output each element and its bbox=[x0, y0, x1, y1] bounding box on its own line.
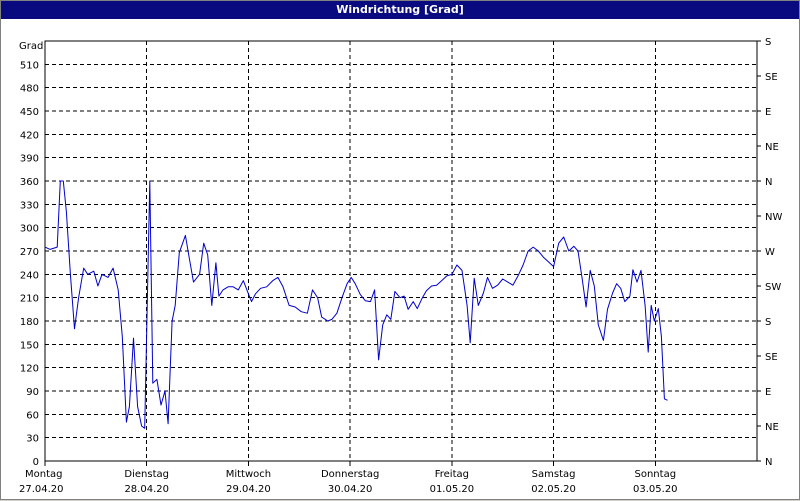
x-tick-day: Samstag bbox=[532, 469, 576, 480]
x-axis: Montag 27.04.20 Dienstag 28.04.20 Mittwoch 29… bbox=[19, 461, 678, 495]
x-tick-date: 02.05.20 bbox=[531, 484, 576, 495]
y-tick-label: 270 bbox=[20, 247, 39, 258]
right-tick-label: E bbox=[765, 107, 771, 118]
y-tick-label: 30 bbox=[26, 434, 39, 445]
y-axis-left: 0 30 60 90 120 150 180 210 240 270 300 330 360 390 420… bbox=[19, 41, 43, 468]
y-tick-label: 450 bbox=[20, 107, 39, 118]
y-tick-label: 330 bbox=[20, 200, 39, 211]
x-tick-date: 03.05.20 bbox=[633, 484, 678, 495]
x-tick-date: 27.04.20 bbox=[19, 484, 64, 495]
right-tick-label: NE bbox=[765, 422, 779, 433]
right-tick-label: NE bbox=[765, 142, 779, 153]
right-tick-label: S bbox=[765, 37, 771, 48]
y-tick-label: 300 bbox=[20, 224, 39, 235]
right-tick-label: S bbox=[765, 317, 771, 328]
right-tick-label: N bbox=[765, 177, 772, 188]
right-tick-label: W bbox=[765, 247, 775, 258]
right-tick-label: SW bbox=[765, 282, 781, 293]
y-axis-unit: Grad bbox=[19, 41, 43, 52]
y-tick-label: 90 bbox=[26, 387, 39, 398]
y-tick-label: 240 bbox=[20, 270, 39, 281]
x-tick-day: Dienstag bbox=[124, 469, 169, 480]
series-line-windrichtung bbox=[44, 180, 668, 429]
y-axis-right: N NE E SE S SW W NW N NE E SE S bbox=[757, 37, 782, 468]
x-tick-day: Mittwoch bbox=[226, 469, 271, 480]
y-tick-label: 150 bbox=[20, 340, 39, 351]
x-tick-date: 30.04.20 bbox=[328, 484, 373, 495]
y-tick-label: 120 bbox=[20, 364, 39, 375]
x-tick-day: Sonntag bbox=[635, 469, 677, 480]
right-tick-label: NW bbox=[765, 212, 782, 223]
y-tick-label: 0 bbox=[33, 457, 39, 468]
x-tick-day: Freitag bbox=[435, 469, 469, 480]
x-tick-day: Donnerstag bbox=[321, 469, 379, 480]
right-tick-label: SE bbox=[765, 352, 778, 363]
series-layer bbox=[44, 180, 668, 429]
window-title: Windrichtung [Grad] bbox=[1, 1, 799, 19]
x-tick-day: Montag bbox=[25, 469, 62, 480]
y-tick-label: 180 bbox=[20, 317, 39, 328]
right-tick-label: N bbox=[765, 457, 772, 468]
grid bbox=[45, 41, 757, 461]
y-tick-label: 510 bbox=[20, 60, 39, 71]
y-tick-label: 360 bbox=[20, 177, 39, 188]
y-tick-label: 210 bbox=[20, 294, 39, 305]
right-tick-label: SE bbox=[765, 72, 778, 83]
x-tick-date: 28.04.20 bbox=[124, 484, 169, 495]
right-tick-label: E bbox=[765, 387, 771, 398]
y-tick-label: 480 bbox=[20, 84, 39, 95]
y-tick-label: 390 bbox=[20, 154, 39, 165]
x-tick-date: 29.04.20 bbox=[226, 484, 271, 495]
x-tick-date: 01.05.20 bbox=[430, 484, 475, 495]
y-tick-label: 420 bbox=[20, 130, 39, 141]
y-tick-label: 60 bbox=[26, 410, 39, 421]
